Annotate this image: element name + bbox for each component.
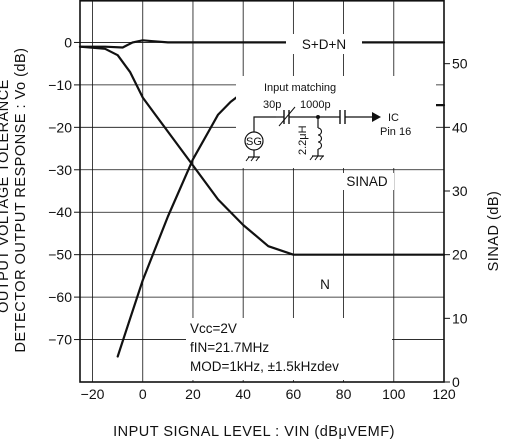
y-left-axis-ticks: 0 −10 −20 −30 −40 −50 −60 −70	[48, 34, 80, 348]
conditions-block: Vcc=2V fIN=21.7MHz MOD=1kHz, ±1.5kHzdev	[186, 318, 392, 380]
label-n: N	[320, 277, 330, 292]
series-sdn-line	[78, 39, 446, 49]
y-right-tick-label: 10	[452, 310, 468, 326]
y-left-axis-label-cut: OUTPUT VOLTAGE TOLERANCE	[0, 79, 12, 313]
y-left-tick-label: −20	[48, 119, 72, 135]
y-left-tick-label: −50	[48, 247, 72, 263]
x-axis-ticks: −20 0 20 40 60 80 100 120	[81, 386, 456, 402]
x-tick-label: 40	[235, 386, 251, 402]
condition-mod: MOD=1kHz, ±1.5kHzdev	[190, 359, 339, 374]
y-left-tick-label: 0	[64, 34, 72, 50]
y-left-tick-label: −60	[48, 289, 72, 305]
y-right-tick-label: 20	[452, 247, 468, 263]
y-right-tick-label: 30	[452, 183, 468, 199]
y-left-axis-label: DETECTOR OUTPUT RESPONSE : Vo (dB)	[13, 48, 29, 353]
condition-vcc: Vcc=2V	[190, 321, 237, 336]
y-left-tick-label: −30	[48, 162, 72, 178]
x-tick-label: 120	[432, 386, 456, 402]
inset-cap1: 30p	[263, 99, 281, 111]
y-right-tick-label: 50	[452, 56, 468, 72]
y-left-tick-label: −10	[48, 77, 72, 93]
series-n-line	[78, 45, 446, 256]
inset-cap2: 1000p	[300, 99, 331, 111]
x-axis-label: INPUT SIGNAL LEVEL : VIN (dBμVEMF)	[113, 424, 395, 440]
inset-sg: SG	[246, 136, 262, 148]
inset-title: Input matching	[264, 82, 336, 94]
y-right-tick-label: 40	[452, 119, 468, 135]
x-tick-label: −20	[81, 386, 105, 402]
y-right-axis-label: SINAD (dB)	[486, 191, 502, 272]
x-tick-label: 80	[336, 386, 352, 402]
plot-frame	[79, 0, 445, 383]
x-tick-label: 60	[286, 386, 302, 402]
x-tick-label: 20	[185, 386, 201, 402]
y-left-tick-label: −70	[48, 332, 72, 348]
y-right-tick-label: 0	[452, 374, 460, 390]
y-right-axis-ticks: 50 40 30 20 10 0	[444, 56, 468, 390]
x-tick-label: 0	[139, 386, 147, 402]
input-matching-inset: Input matching 30p 1000p SG 2.2μH	[236, 76, 436, 168]
y-left-tick-label: −40	[48, 204, 72, 220]
label-sinad: SINAD	[346, 174, 388, 189]
inset-inductor: 2.2μH	[297, 125, 309, 155]
label-sdn: S+D+N	[302, 37, 346, 52]
sinad-label-bg	[340, 173, 394, 190]
x-tick-label: 100	[382, 386, 406, 402]
inset-ic: IC	[388, 112, 399, 124]
condition-fin: fIN=21.7MHz	[190, 340, 269, 355]
inset-pin: Pin 16	[380, 126, 411, 138]
sdn-label-bg	[286, 34, 362, 54]
